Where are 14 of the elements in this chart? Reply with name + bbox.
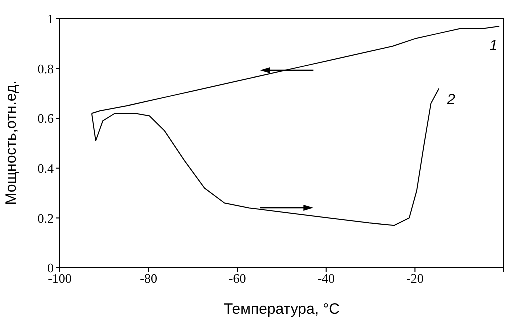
x-axis-title: Температура, °C [224, 301, 340, 318]
series-label: 1 [490, 37, 498, 54]
y-tick-label: 0.2 [38, 210, 54, 226]
x-tick-label: -40 [318, 271, 336, 286]
y-tick-label: 0.6 [38, 111, 54, 126]
y-tick-label: 0 [48, 260, 54, 276]
x-tick-label: -80 [140, 271, 158, 286]
y-tick-label: 1 [48, 12, 54, 27]
series-label: 2 [446, 92, 456, 109]
y-tick-label: 0.8 [38, 61, 54, 76]
y-axis-title: Мощность,отн.ед. [2, 80, 20, 206]
x-tick-label: -60 [228, 271, 246, 286]
x-tick-label: -20 [406, 271, 424, 286]
y-tick-label: 0.4 [38, 161, 54, 176]
